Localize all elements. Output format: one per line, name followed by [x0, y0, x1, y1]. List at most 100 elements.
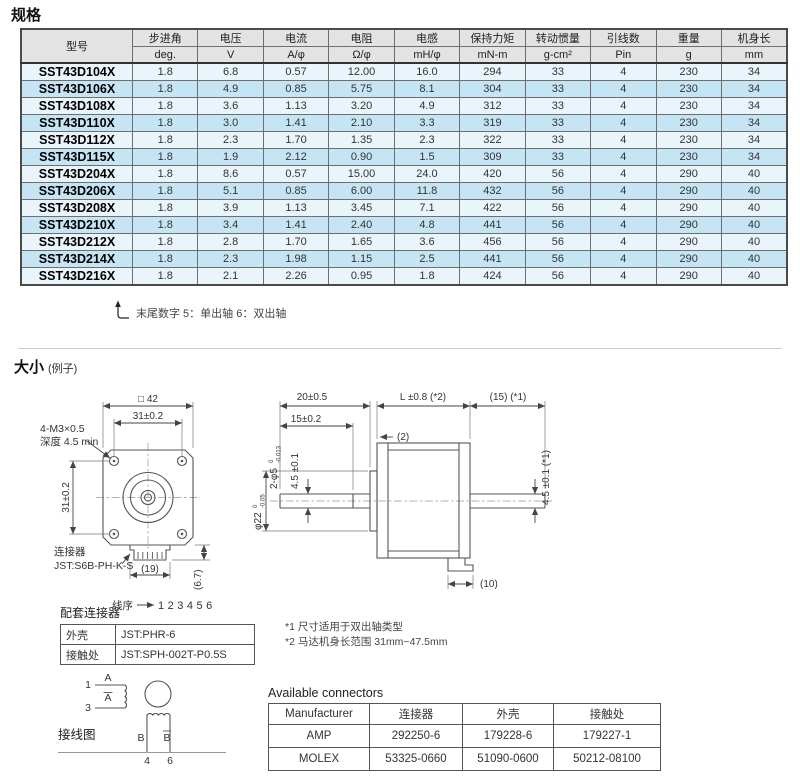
dim-2-label: (2): [397, 432, 409, 443]
pin-4-label: 4: [144, 755, 150, 767]
mating-connectors: 配套连接器 外壳 JST:PHR-6 接触处 JST:SPH-002T-P0.5S: [60, 604, 255, 665]
value-cell: 4: [590, 62, 657, 81]
value-cell: 0.90: [328, 148, 395, 166]
value-cell: 0.95: [328, 267, 395, 286]
spec-table-head: 型号 步进角 电压 电流 电阻 电感 保持力矩 转动惯量 引线数 重量 机身长 deg. V A/φ Ω/φ…: [20, 28, 788, 64]
spec-row: SST43D108X 1.8 3.6 1.13 3.20 4.9 312 33 4 230 34: [20, 97, 788, 115]
value-cell: 2.40: [328, 216, 395, 234]
col-unit: mm: [720, 46, 788, 64]
front-shaft: [279, 493, 370, 509]
value-cell: 33: [524, 131, 592, 149]
cell: 179227-1: [553, 724, 661, 748]
value-cell: 290: [655, 267, 722, 286]
value-cell: 3.20: [328, 97, 395, 115]
value-cell: 34: [720, 114, 788, 132]
spec-row: SST43D214X 1.8 2.3 1.98 1.15 2.5 441 56 4 290 40: [20, 250, 788, 268]
size-section-title: 大小 (例子): [14, 356, 77, 377]
rear-shaft: [470, 493, 546, 509]
value-cell: 1.8: [131, 62, 199, 81]
value-cell: 312: [459, 97, 526, 115]
value-cell: 456: [459, 233, 526, 251]
value-cell: 4: [590, 165, 657, 183]
size-title-text: 大小: [14, 359, 45, 376]
model-cell: SST43D208X: [20, 199, 133, 217]
value-cell: 290: [655, 250, 722, 268]
dim-15r-label: (15) (*1): [490, 392, 527, 403]
value-cell: 2.8: [197, 233, 264, 251]
dim-45-left-label: 4.5 ±0.1: [290, 452, 301, 489]
model-cell: SST43D216X: [20, 267, 133, 286]
front-connector: [129, 544, 171, 561]
value-cell: 33: [524, 114, 592, 132]
mating-table-body: 外壳 JST:PHR-6 接触处 JST:SPH-002T-P0.5S: [60, 624, 255, 665]
phase-b-bar-label: B: [163, 732, 170, 744]
value-cell: 3.6: [197, 97, 264, 115]
value-cell: 3.0: [197, 114, 264, 132]
cell: 51090-0600: [462, 747, 554, 771]
value-cell: 56: [524, 199, 592, 217]
spec-row: SST43D104X 1.8 6.8 0.57 12.00 16.0 294 33 4 230 34: [20, 62, 788, 81]
value-cell: 230: [655, 131, 722, 149]
value-cell: 2.3: [393, 131, 461, 149]
value-cell: 8.6: [197, 165, 264, 183]
connector-row: MOLEX 53325-0660 51090-0600 50212-08100: [268, 747, 661, 771]
cell: JST:PHR-6: [115, 624, 255, 645]
value-cell: 4: [590, 114, 657, 132]
dim-10-label: (10): [480, 579, 498, 590]
extension-lines: [69, 401, 546, 589]
boss-dia-text: φ22: [253, 512, 264, 530]
value-cell: 1.13: [262, 199, 330, 217]
wiring-diagram-title: 接线图: [58, 724, 226, 753]
phase-b-label: B: [137, 732, 144, 744]
value-cell: 0.57: [262, 165, 330, 183]
value-cell: 40: [720, 250, 788, 268]
connector-label: 连接器: [54, 545, 86, 558]
model-cell: SST43D214X: [20, 250, 133, 268]
value-cell: 40: [720, 199, 788, 217]
cell: 53325-0660: [369, 747, 463, 771]
col-header: 电阻: [328, 28, 395, 47]
value-cell: 8.1: [393, 80, 461, 98]
value-cell: 1.65: [328, 233, 395, 251]
value-cell: 40: [720, 267, 788, 286]
value-cell: 33: [524, 62, 592, 81]
value-cell: 1.13: [262, 97, 330, 115]
cell: AMP: [268, 724, 370, 748]
screw-spec-label: 4-M3×0.5: [40, 423, 85, 435]
col-unit: Ω/φ: [328, 46, 395, 64]
value-cell: 1.41: [262, 216, 330, 234]
value-cell: 4.8: [393, 216, 461, 234]
wire-order-label: 线序: [112, 599, 133, 612]
value-cell: 4: [590, 267, 657, 286]
spec-units-row: deg. V A/φ Ω/φ mH/φ mN-m g-cm² Pin g mm: [21, 46, 788, 64]
value-cell: 294: [459, 62, 526, 81]
side-view-outline: [279, 442, 546, 572]
spec-row: SST43D208X 1.8 3.9 1.13 3.45 7.1 422 56 4 290 40: [20, 199, 788, 217]
value-cell: 290: [655, 233, 722, 251]
dim-boss-label: φ22 0 -0.05: [253, 494, 267, 530]
value-cell: 4: [590, 148, 657, 166]
value-cell: 11.8: [393, 182, 461, 200]
value-cell: 40: [720, 165, 788, 183]
value-cell: 1.8: [131, 216, 199, 234]
model-cell: SST43D206X: [20, 182, 133, 200]
spec-footnote: 末尾数字 5：单出轴 6：双出轴: [112, 296, 286, 322]
col-unit: A/φ: [262, 46, 330, 64]
col-header: 引线数: [590, 28, 657, 47]
model-cell: SST43D112X: [20, 131, 133, 149]
value-cell: 1.8: [131, 267, 199, 286]
value-cell: 34: [720, 97, 788, 115]
phase-a-coil: [124, 684, 127, 709]
value-cell: 1.8: [131, 114, 199, 132]
value-cell: 4: [590, 233, 657, 251]
spec-section-title: 规格: [11, 7, 42, 24]
col-header: 转动惯量: [524, 28, 592, 47]
model-cell: SST43D108X: [20, 97, 133, 115]
value-cell: 422: [459, 199, 526, 217]
value-cell: 1.35: [328, 131, 395, 149]
value-cell: 1.5: [393, 148, 461, 166]
pin-1-label: 1: [85, 679, 91, 691]
boss-tol-top: 0: [253, 504, 259, 508]
col-header: 步进角: [131, 28, 199, 47]
value-cell: 1.8: [131, 233, 199, 251]
